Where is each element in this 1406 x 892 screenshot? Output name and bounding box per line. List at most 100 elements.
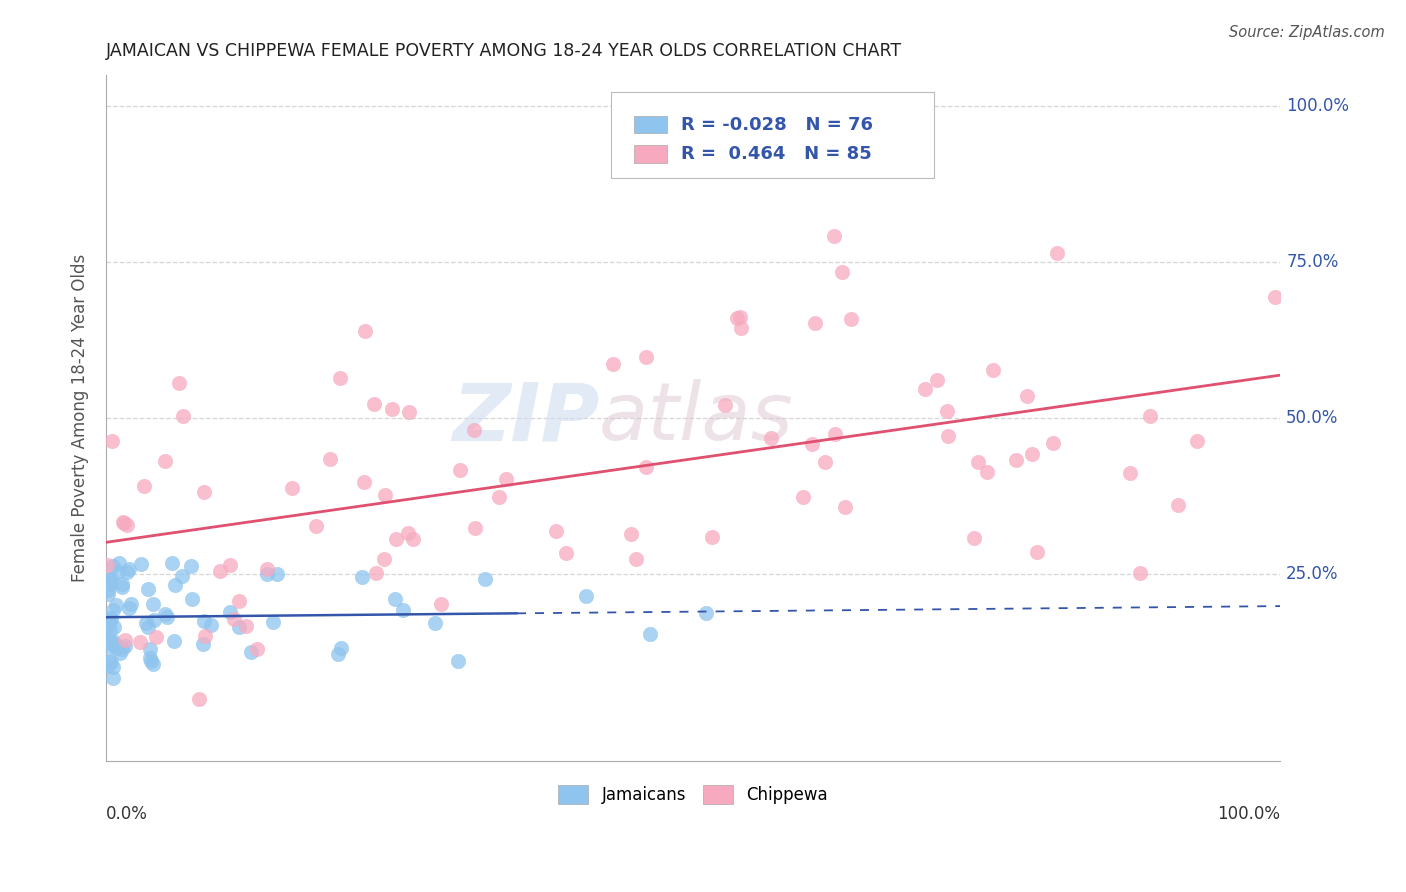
Legend: Jamaicans, Chippewa: Jamaicans, Chippewa [551, 778, 835, 811]
Point [228, 620, 250, 634]
Point [103, 603, 125, 617]
Point [97, 587, 120, 601]
Point [449, 463, 471, 477]
Point [839, 311, 862, 326]
Text: 25.0%: 25.0% [1286, 565, 1339, 582]
Point [384, 591, 406, 606]
Point [115, 518, 138, 533]
Point [373, 552, 395, 566]
Point [555, 546, 578, 560]
Point [209, 565, 232, 579]
Point [624, 552, 647, 566]
Point [139, 654, 162, 668]
Point [101, 660, 124, 674]
Point [100, 572, 122, 586]
Point [98, 611, 121, 625]
Point [155, 607, 177, 621]
Point [153, 454, 176, 468]
Point [329, 640, 352, 655]
Point [1118, 466, 1140, 480]
Point [463, 520, 485, 534]
Point [620, 527, 643, 541]
Point [761, 431, 783, 445]
Text: 100.0%: 100.0% [1286, 97, 1350, 115]
Point [139, 651, 162, 665]
Point [98, 655, 121, 669]
Point [111, 641, 134, 656]
Point [981, 363, 1004, 377]
Point [136, 620, 159, 634]
Point [256, 562, 278, 576]
Point [193, 485, 215, 500]
Point [638, 627, 661, 641]
Point [374, 488, 396, 502]
Point [423, 616, 446, 631]
Point [935, 404, 957, 418]
Point [574, 589, 596, 603]
Point [110, 646, 132, 660]
Point [823, 228, 845, 243]
Bar [634, 116, 668, 133]
Point [103, 620, 125, 634]
Point [804, 316, 827, 330]
Point [834, 500, 856, 515]
Point [801, 437, 824, 451]
Point [240, 645, 263, 659]
Point [96, 558, 118, 572]
Point [142, 597, 165, 611]
Point [163, 634, 186, 648]
Point [101, 671, 124, 685]
Text: JAMAICAN VS CHIPPEWA FEMALE POVERTY AMONG 18-24 YEAR OLDS CORRELATION CHART: JAMAICAN VS CHIPPEWA FEMALE POVERTY AMON… [105, 42, 903, 60]
Point [139, 642, 162, 657]
Point [104, 598, 127, 612]
Point [725, 310, 748, 325]
Point [447, 654, 470, 668]
Point [160, 557, 183, 571]
Point [246, 642, 269, 657]
Point [266, 567, 288, 582]
Text: atlas: atlas [599, 379, 794, 457]
Point [228, 594, 250, 608]
Point [256, 567, 278, 582]
Point [474, 573, 496, 587]
Point [193, 614, 215, 628]
Point [111, 576, 134, 591]
Point [430, 597, 453, 611]
Point [118, 562, 141, 576]
Point [305, 519, 328, 533]
Point [602, 357, 624, 371]
Point [714, 398, 737, 412]
Bar [634, 145, 668, 162]
Point [104, 640, 127, 655]
Point [107, 556, 129, 570]
Point [100, 612, 122, 626]
Point [402, 532, 425, 546]
Point [97, 583, 120, 598]
Point [120, 597, 142, 611]
Point [1264, 290, 1286, 304]
Point [391, 603, 413, 617]
Point [463, 423, 485, 437]
Point [350, 569, 373, 583]
Point [100, 656, 122, 670]
Point [380, 401, 402, 416]
Point [1021, 447, 1043, 461]
Point [488, 490, 510, 504]
Point [114, 632, 136, 647]
Point [1129, 566, 1152, 581]
Point [145, 630, 167, 644]
Point [194, 629, 217, 643]
Point [1046, 245, 1069, 260]
Y-axis label: Female Poverty Among 18-24 Year Olds: Female Poverty Among 18-24 Year Olds [72, 254, 89, 582]
FancyBboxPatch shape [612, 93, 934, 178]
Point [262, 615, 284, 629]
Point [353, 475, 375, 489]
Point [103, 633, 125, 648]
Point [1015, 389, 1038, 403]
Point [200, 618, 222, 632]
Point [1167, 498, 1189, 512]
Point [170, 569, 193, 583]
Point [118, 601, 141, 615]
Point [129, 557, 152, 571]
Point [107, 566, 129, 580]
